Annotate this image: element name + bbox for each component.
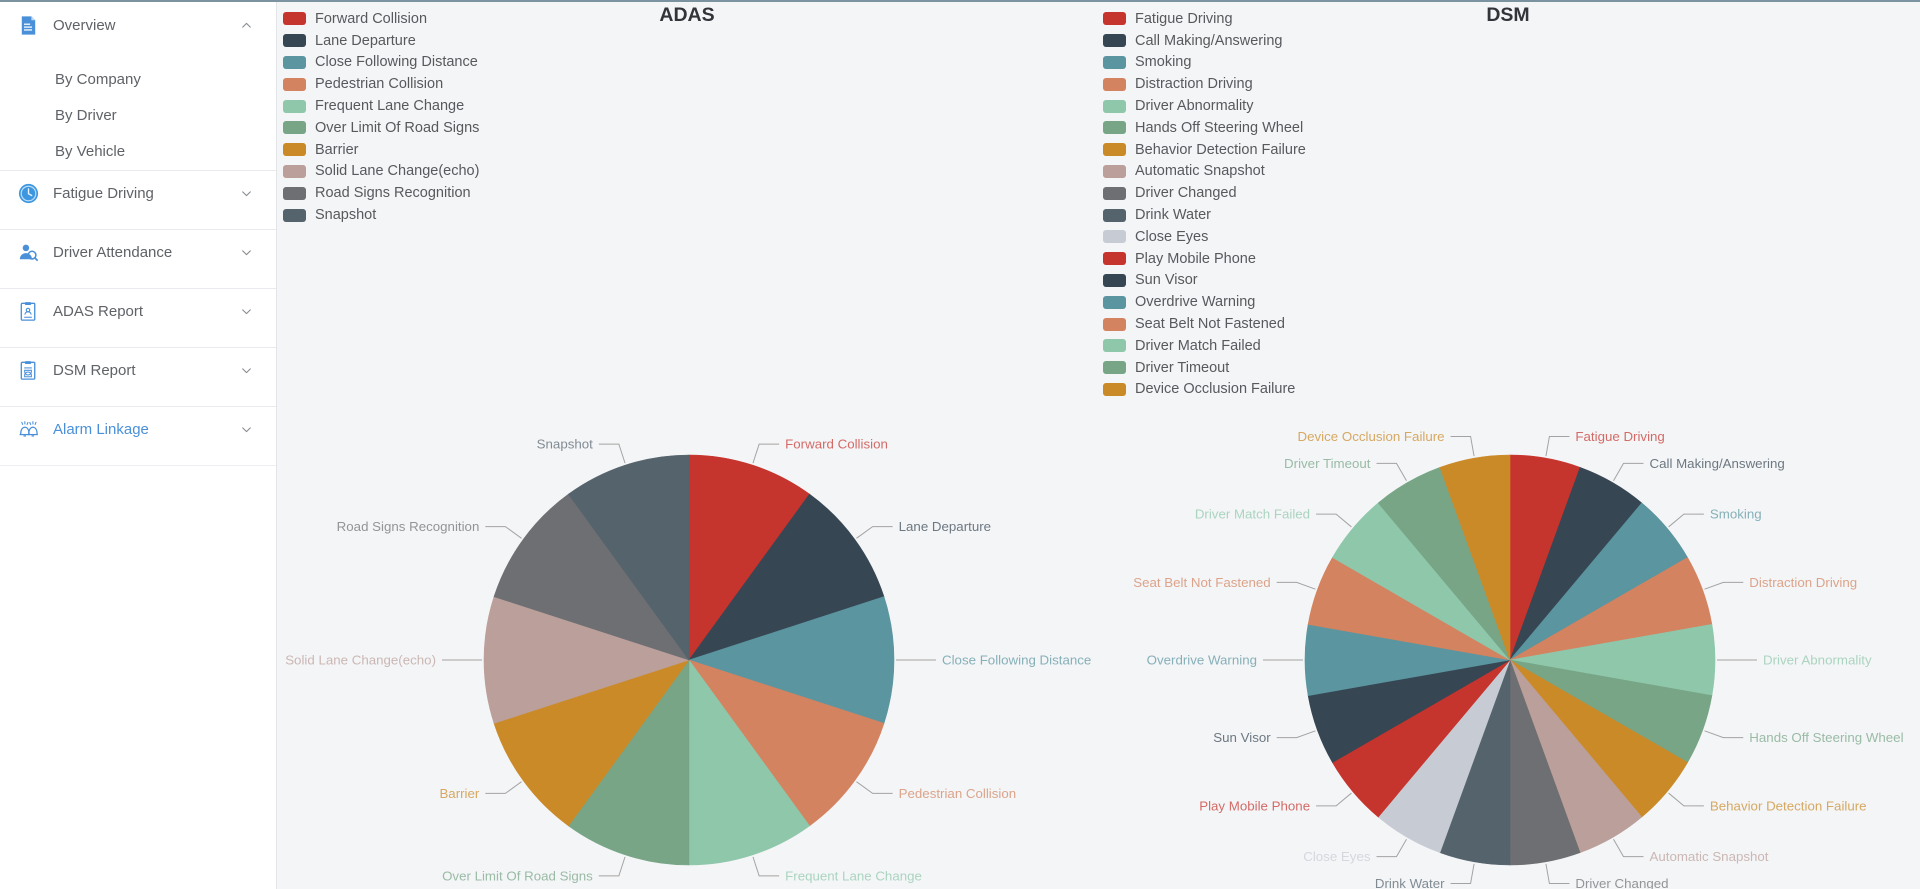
svg-text:Distraction Driving: Distraction Driving	[1749, 575, 1857, 590]
svg-text:Driver Timeout: Driver Timeout	[1284, 456, 1371, 471]
svg-text:Close Eyes: Close Eyes	[1303, 849, 1371, 864]
svg-text:Drink Water: Drink Water	[1375, 876, 1445, 889]
svg-text:Sun Visor: Sun Visor	[1213, 730, 1271, 745]
svg-text:Driver Abnormality: Driver Abnormality	[1763, 653, 1872, 668]
svg-text:Automatic Snapshot: Automatic Snapshot	[1650, 849, 1769, 864]
svg-text:Overdrive Warning: Overdrive Warning	[1147, 653, 1257, 668]
svg-text:Call Making/Answering: Call Making/Answering	[1650, 456, 1785, 471]
svg-text:Behavior Detection Failure: Behavior Detection Failure	[1710, 798, 1867, 813]
svg-text:Device Occlusion Failure: Device Occlusion Failure	[1298, 429, 1445, 444]
svg-text:Seat Belt Not Fastened: Seat Belt Not Fastened	[1133, 575, 1270, 590]
svg-text:Fatigue Driving: Fatigue Driving	[1575, 429, 1664, 444]
svg-text:Hands Off Steering Wheel: Hands Off Steering Wheel	[1749, 730, 1903, 745]
svg-text:Play Mobile Phone: Play Mobile Phone	[1199, 798, 1310, 813]
svg-text:Smoking: Smoking	[1710, 507, 1762, 522]
svg-text:Driver Changed: Driver Changed	[1575, 876, 1668, 889]
svg-text:Driver Match Failed: Driver Match Failed	[1195, 507, 1310, 522]
